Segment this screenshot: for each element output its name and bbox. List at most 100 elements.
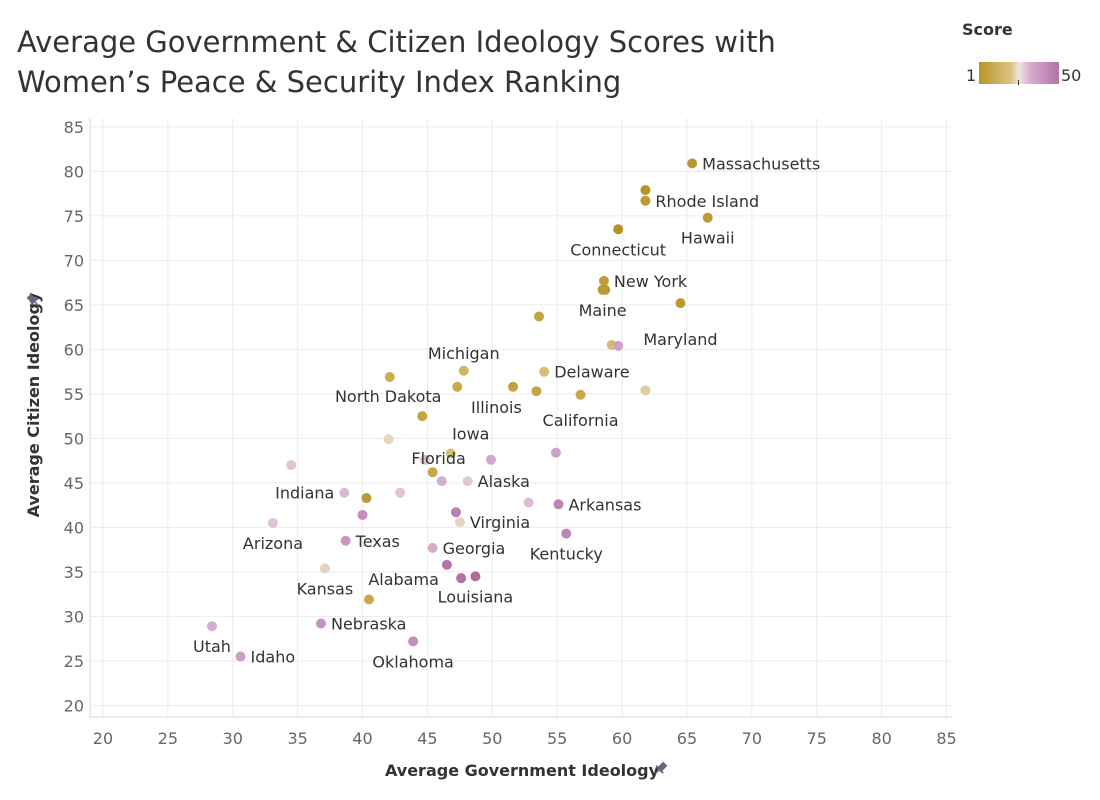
y-tick-label: 75 (64, 207, 84, 226)
data-points (206, 158, 713, 662)
data-label: Kansas (297, 579, 354, 598)
data-point[interactable] (561, 528, 572, 539)
data-label: Rhode Island (655, 192, 759, 211)
data-point[interactable] (206, 621, 217, 632)
data-point[interactable] (640, 385, 651, 396)
data-point[interactable] (613, 224, 624, 235)
data-point[interactable] (597, 284, 608, 295)
data-point[interactable] (675, 298, 686, 309)
data-point[interactable] (450, 507, 461, 518)
data-point[interactable] (462, 476, 473, 487)
data-point[interactable] (395, 487, 406, 498)
data-point[interactable] (539, 366, 550, 377)
data-point[interactable] (687, 158, 698, 169)
data-point[interactable] (452, 381, 463, 392)
x-tick-label: 50 (482, 729, 502, 748)
x-tick-label: 65 (677, 729, 697, 748)
y-tick-label: 35 (64, 563, 84, 582)
x-tick-label: 20 (93, 729, 113, 748)
y-tick-label: 45 (64, 474, 84, 493)
data-label: Oklahoma (372, 652, 453, 671)
data-label: Massachusetts (702, 154, 820, 173)
x-tick-label: 25 (158, 729, 178, 748)
x-tick-label: 85 (936, 729, 956, 748)
data-point[interactable] (417, 411, 428, 422)
data-point[interactable] (315, 618, 326, 629)
data-point[interactable] (340, 535, 351, 546)
y-tick-label: 55 (64, 385, 84, 404)
legend-gradient-bar (979, 62, 1059, 84)
legend-midpoint-tick (1018, 80, 1019, 85)
y-tick-label: 70 (64, 251, 84, 270)
data-label: Arizona (243, 534, 303, 553)
data-point[interactable] (408, 636, 419, 647)
data-point[interactable] (640, 195, 651, 206)
x-tick-label: 70 (742, 729, 762, 748)
data-label: Nebraska (331, 615, 406, 634)
data-label: Michigan (428, 344, 500, 363)
data-point[interactable] (445, 448, 456, 459)
data-point[interactable] (427, 542, 438, 553)
data-label: North Dakota (335, 387, 442, 406)
color-legend: Score 1 50 (962, 18, 1092, 85)
data-point[interactable] (640, 185, 651, 196)
y-tick-label: 60 (64, 340, 84, 359)
x-axis-label: Average Government Ideology (385, 761, 660, 780)
y-tick-label: 65 (64, 296, 84, 315)
x-tick-label: 60 (612, 729, 632, 748)
data-label: Delaware (554, 363, 629, 382)
data-point[interactable] (383, 434, 394, 445)
data-point[interactable] (702, 212, 713, 223)
y-axis-pin-icon[interactable] (25, 292, 42, 309)
data-point[interactable] (364, 594, 375, 605)
data-point[interactable] (286, 460, 297, 471)
data-label: Virginia (470, 513, 530, 532)
data-point[interactable] (613, 340, 624, 351)
data-point[interactable] (523, 497, 534, 508)
data-point[interactable] (456, 573, 467, 584)
x-axis-pin-icon[interactable] (652, 760, 669, 777)
data-label: Iowa (452, 425, 489, 444)
x-tick-label: 45 (417, 729, 437, 748)
x-tick-label: 40 (352, 729, 372, 748)
data-label: Connecticut (570, 240, 666, 259)
data-label: Georgia (443, 539, 506, 558)
data-point[interactable] (508, 381, 519, 392)
data-point[interactable] (553, 499, 564, 510)
y-tick-label: 30 (64, 607, 84, 626)
data-point[interactable] (361, 493, 372, 504)
data-point[interactable] (486, 454, 497, 465)
data-point[interactable] (598, 275, 609, 286)
legend-title: Score (962, 20, 1013, 39)
data-point[interactable] (436, 476, 447, 487)
y-tick-label: 80 (64, 162, 84, 181)
x-tick-label: 75 (807, 729, 827, 748)
data-label: Kentucky (530, 545, 603, 564)
x-tick-label: 55 (547, 729, 567, 748)
data-point[interactable] (550, 447, 561, 458)
data-labels: Massachusetts Rhode Island Hawaii Connectic… (193, 154, 820, 671)
data-point[interactable] (235, 651, 246, 662)
data-label: Arkansas (568, 495, 641, 514)
data-point[interactable] (534, 311, 545, 322)
data-point[interactable] (575, 389, 586, 400)
y-tick-label: 85 (64, 118, 84, 137)
data-point[interactable] (267, 517, 278, 528)
data-point[interactable] (357, 509, 368, 520)
data-point[interactable] (419, 454, 430, 465)
data-point[interactable] (531, 386, 542, 397)
data-label: Utah (193, 637, 231, 656)
data-point[interactable] (458, 365, 469, 376)
data-label: New York (614, 272, 688, 291)
data-point[interactable] (319, 563, 330, 574)
data-point[interactable] (339, 487, 350, 498)
data-point[interactable] (384, 372, 395, 383)
x-tick-label: 80 (871, 729, 891, 748)
y-tick-label: 50 (64, 429, 84, 448)
data-label: Alaska (478, 472, 530, 491)
data-point[interactable] (470, 571, 481, 582)
data-point[interactable] (427, 467, 438, 478)
data-point[interactable] (441, 559, 452, 570)
data-point[interactable] (454, 517, 465, 528)
